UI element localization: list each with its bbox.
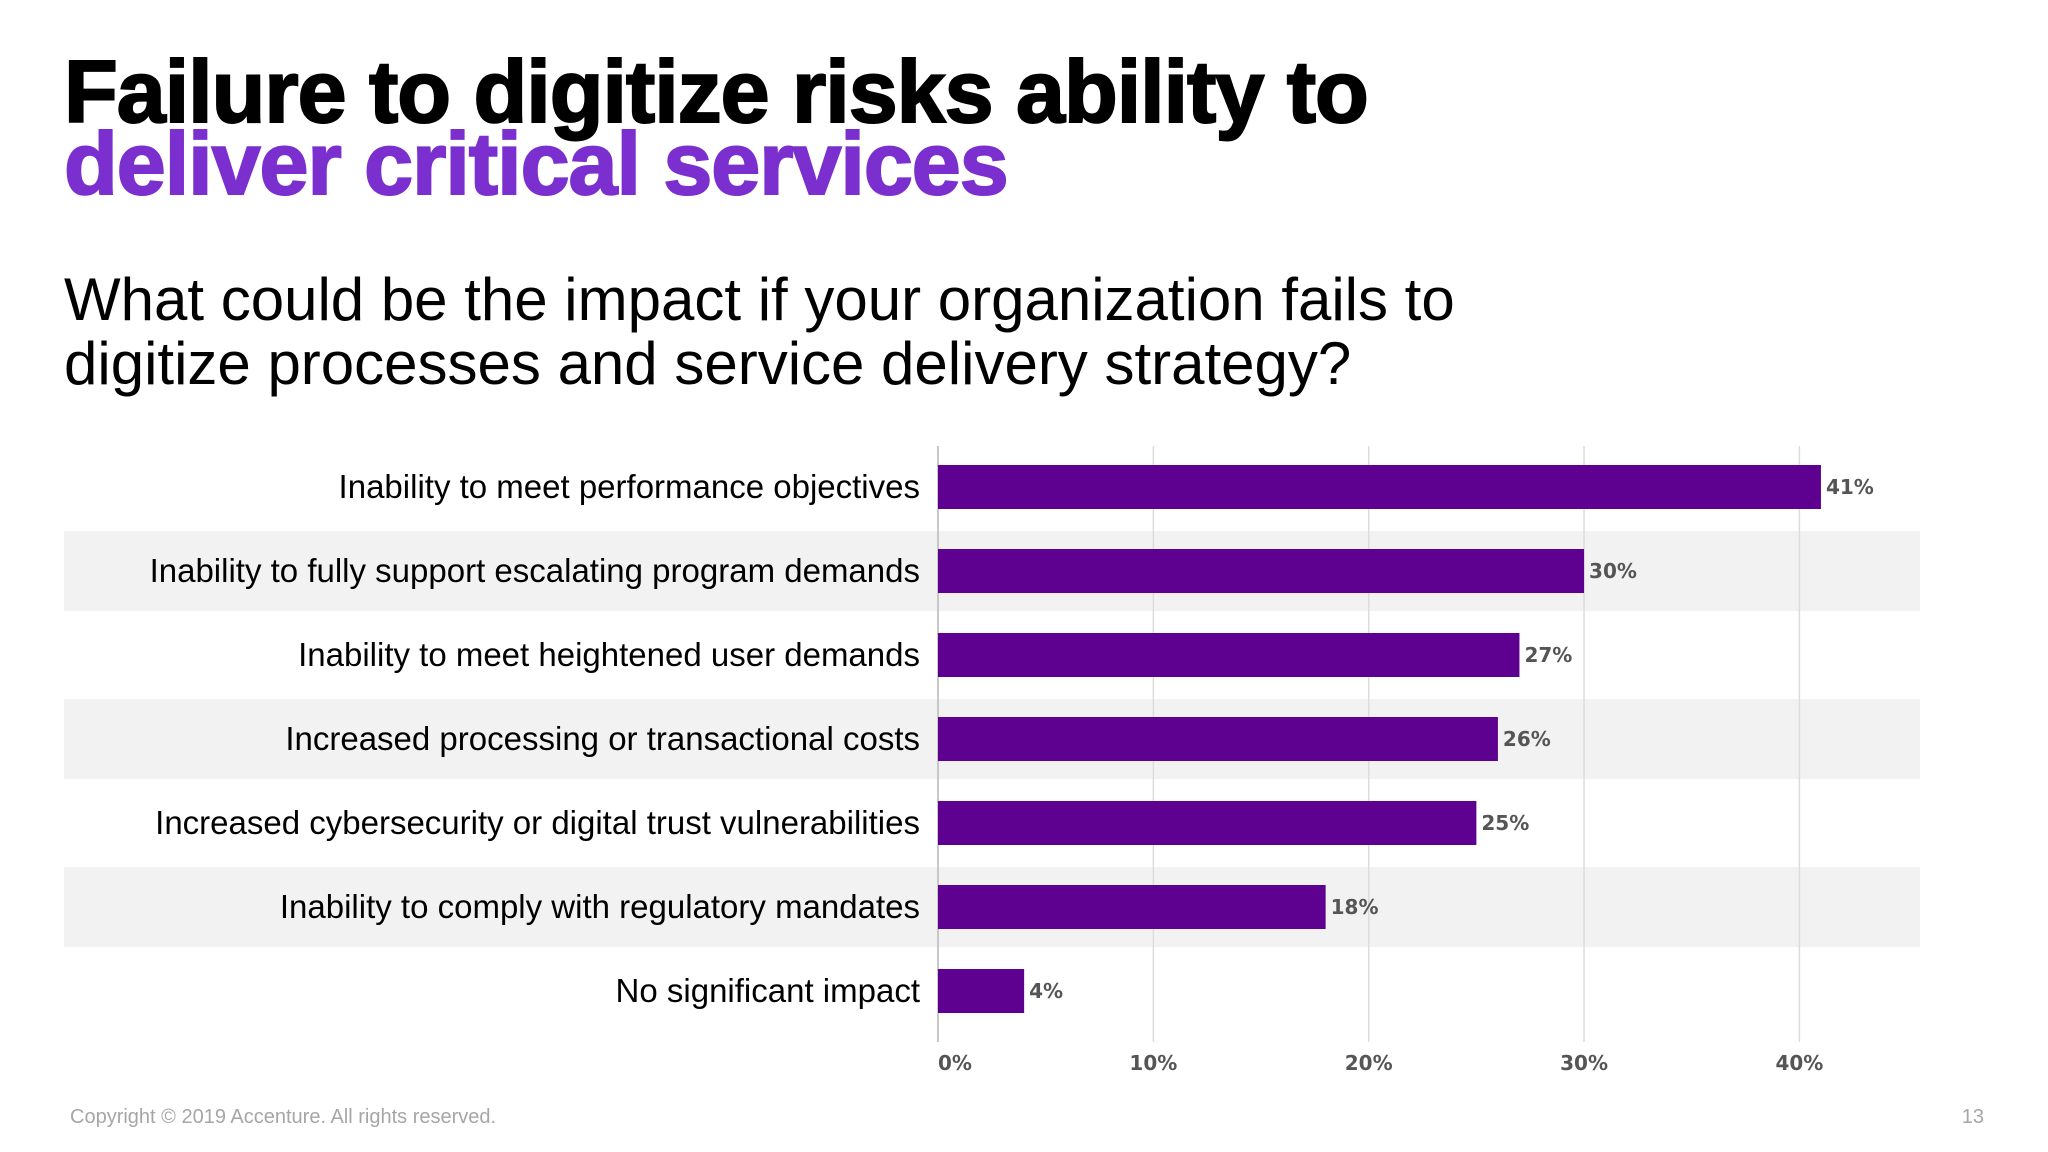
bar (938, 969, 1025, 1013)
bar (938, 549, 1585, 593)
page-number: 13 (1961, 1106, 1984, 1128)
x-tick-label: 10% (1129, 1051, 1177, 1075)
slide-title: Failure to digitize risks ability to del… (63, 42, 1370, 213)
category-label: Increased cybersecurity or digital trust… (155, 804, 920, 841)
category-label: Inability to fully support escalating pr… (150, 552, 920, 589)
bar (938, 801, 1477, 845)
title-line-1: Failure to digitize risks ability to (63, 42, 1370, 141)
x-tick-label: 0% (938, 1051, 972, 1075)
value-label: 26% (1503, 727, 1551, 751)
title-line-2: deliver critical services (63, 114, 1010, 213)
x-tick-label: 30% (1560, 1051, 1608, 1075)
bar (938, 717, 1498, 761)
value-label: 30% (1589, 559, 1637, 583)
bar (938, 465, 1821, 509)
question-line-1: What could be the impact if your organiz… (64, 266, 1455, 333)
category-label: Inability to meet performance objectives (339, 468, 920, 505)
value-label: 41% (1826, 475, 1874, 499)
value-label: 25% (1481, 811, 1529, 835)
x-tick-label: 20% (1345, 1051, 1393, 1075)
value-label: 4% (1029, 979, 1063, 1003)
question-line-2: digitize processes and service delivery … (64, 330, 1352, 397)
category-label: Inability to meet heightened user demand… (298, 636, 920, 673)
category-label: Inability to comply with regulatory mand… (280, 888, 920, 925)
category-label: No significant impact (616, 972, 920, 1009)
category-label: Increased processing or transactional co… (285, 720, 920, 757)
copyright-notice: Copyright © 2019 Accenture. All rights r… (70, 1106, 497, 1128)
x-tick-label: 40% (1775, 1051, 1823, 1075)
value-label: 27% (1524, 643, 1572, 667)
impact-bar-chart: Inability to meet performance objectives… (64, 446, 1920, 1075)
survey-question: What could be the impact if your organiz… (64, 268, 1564, 396)
bar (938, 633, 1520, 677)
bar (938, 885, 1326, 929)
value-label: 18% (1331, 895, 1379, 919)
